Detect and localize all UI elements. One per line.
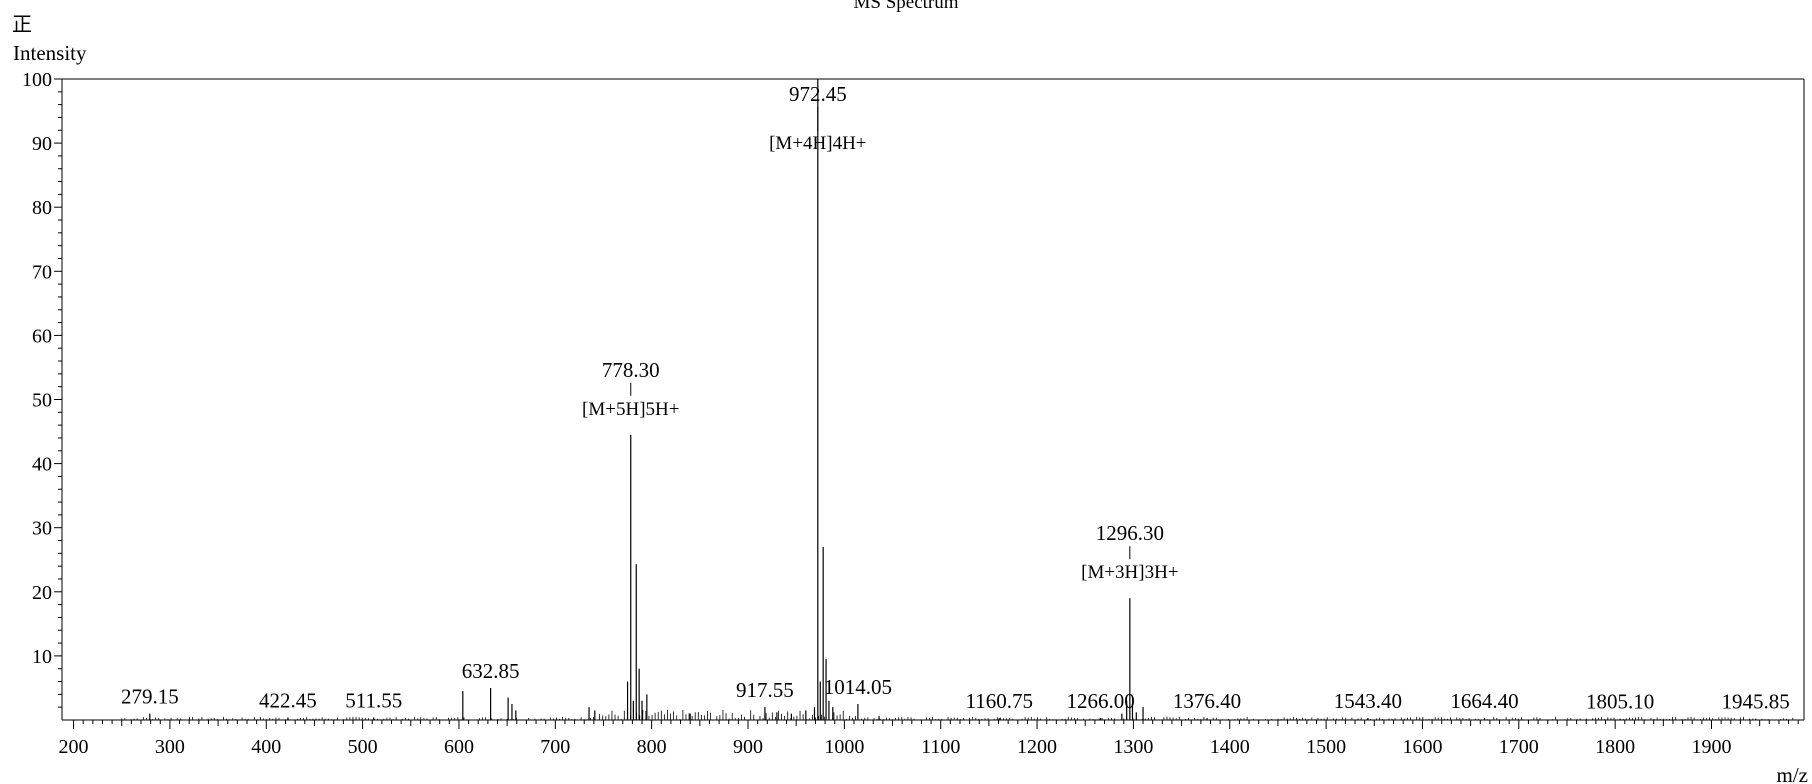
x-tick-label: 1900 bbox=[1692, 736, 1732, 758]
x-tick-label: 1500 bbox=[1306, 736, 1346, 758]
peak-mz-label: 511.55 bbox=[345, 688, 402, 712]
peak-mz-label: 422.45 bbox=[259, 688, 317, 712]
peak-mz-label: 778.30 bbox=[602, 358, 660, 382]
x-axis-ticks: 200 300 400 500 600 700 800 900 1000 1100 1200 1300… bbox=[59, 720, 1799, 758]
peak-mz-label: 972.45 bbox=[789, 82, 847, 106]
x-tick-label: 400 bbox=[251, 736, 281, 758]
y-tick-label: 100 bbox=[22, 69, 52, 91]
peak-mz-label: 1945.85 bbox=[1722, 690, 1790, 714]
y-tick-label: 10 bbox=[32, 646, 52, 668]
x-tick-label: 500 bbox=[348, 736, 378, 758]
x-axis-label: m/z bbox=[1777, 763, 1809, 784]
peak-mz-label: 917.55 bbox=[736, 678, 794, 702]
polarity-mark: 正 bbox=[12, 12, 32, 36]
x-tick-label: 1600 bbox=[1402, 736, 1442, 758]
peak-mz-label: 1296.30 bbox=[1096, 521, 1164, 545]
peak-mz-label: 1014.05 bbox=[824, 675, 892, 699]
x-tick-label: 700 bbox=[540, 736, 570, 758]
peak-mz-label: 1664.40 bbox=[1450, 689, 1518, 713]
y-tick-label: 70 bbox=[32, 261, 52, 283]
charge-state-annotation: [M+3H]3H+ bbox=[1081, 562, 1178, 583]
y-tick-label: 90 bbox=[32, 133, 52, 155]
chart-title: MS Spectrum bbox=[853, 0, 958, 13]
x-tick-label: 1200 bbox=[1017, 736, 1057, 758]
x-tick-label: 900 bbox=[733, 736, 763, 758]
x-tick-label: 800 bbox=[637, 736, 667, 758]
x-tick-label: 600 bbox=[444, 736, 474, 758]
y-axis-ticks: 10 20 30 40 50 60 70 80 90 100 bbox=[22, 69, 62, 708]
x-tick-label: 200 bbox=[59, 736, 89, 758]
x-tick-label: 1000 bbox=[824, 736, 864, 758]
x-tick-label: 1700 bbox=[1499, 736, 1539, 758]
peak-mz-label: 279.15 bbox=[121, 685, 179, 709]
peak-mz-label: 1160.75 bbox=[965, 689, 1032, 713]
x-tick-label: 300 bbox=[155, 736, 185, 758]
y-tick-label: 80 bbox=[32, 197, 52, 219]
peak-mz-label: 1266.00 bbox=[1067, 689, 1135, 713]
y-tick-label: 30 bbox=[32, 518, 52, 540]
peak-mz-label: 1543.40 bbox=[1334, 689, 1402, 713]
x-tick-label: 1400 bbox=[1210, 736, 1250, 758]
y-tick-label: 40 bbox=[32, 454, 52, 476]
spectrum-peaks bbox=[121, 79, 1794, 720]
charge-state-annotation: [M+4H]4H+ bbox=[769, 133, 866, 154]
x-tick-label: 1300 bbox=[1113, 736, 1153, 758]
x-tick-label: 1100 bbox=[921, 736, 960, 758]
x-tick-label: 1800 bbox=[1595, 736, 1635, 758]
charge-state-annotation: [M+5H]5H+ bbox=[582, 399, 679, 420]
peak-mz-label: 1376.40 bbox=[1173, 689, 1241, 713]
y-tick-label: 20 bbox=[32, 582, 52, 604]
peak-mz-label: 1805.10 bbox=[1586, 690, 1654, 714]
peak-mz-label: 632.85 bbox=[462, 659, 520, 683]
y-axis-label: Intensity bbox=[13, 41, 87, 65]
y-tick-label: 50 bbox=[32, 390, 52, 412]
y-tick-label: 60 bbox=[32, 325, 52, 347]
peak-labels: 279.15 422.45 511.55 632.85 778.30 917.55 972.… bbox=[121, 82, 1790, 714]
